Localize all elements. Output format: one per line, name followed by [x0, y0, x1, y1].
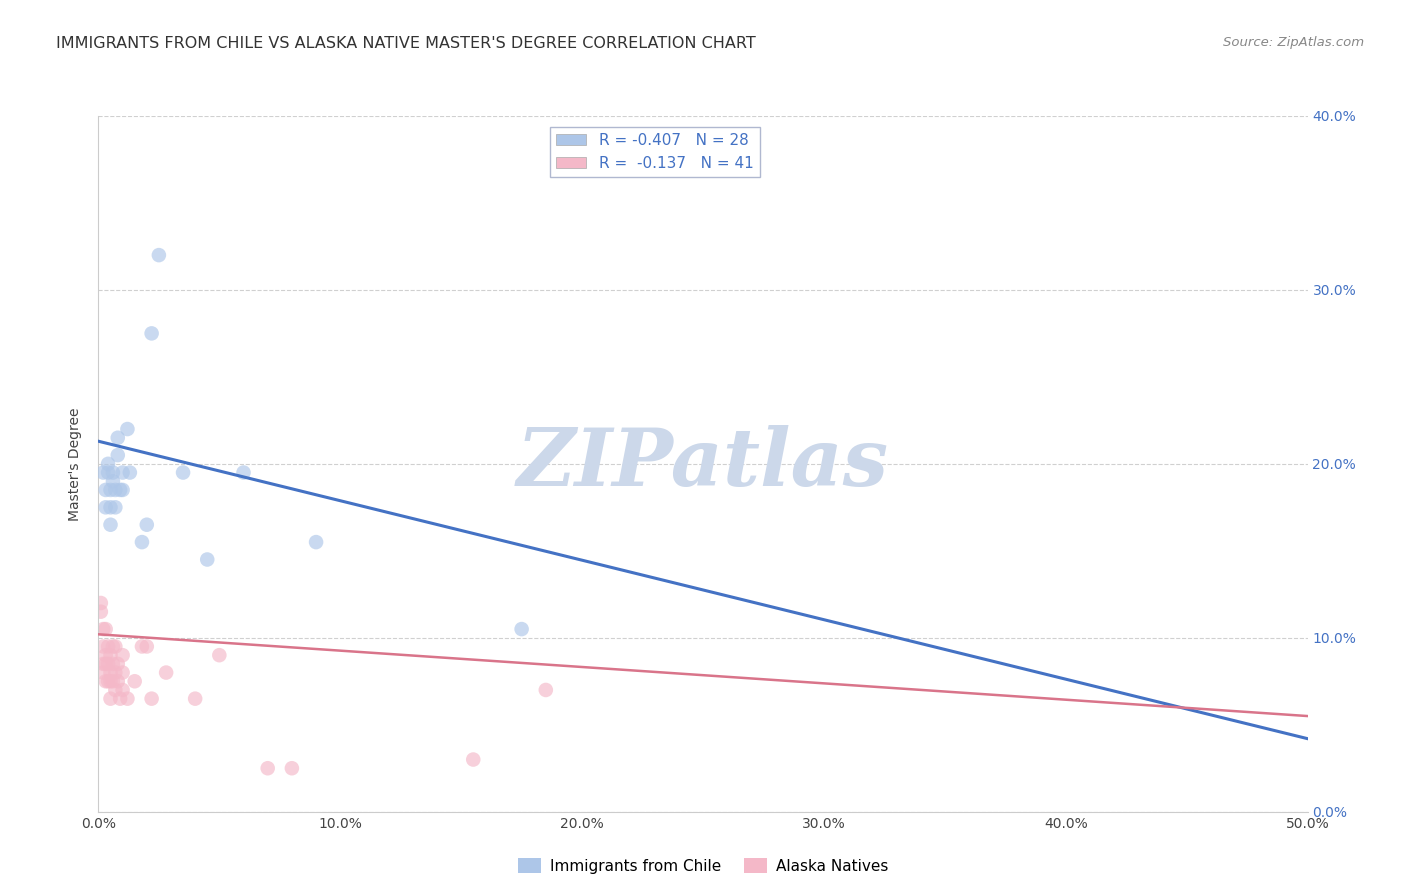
Point [111, 466, 134, 480]
Point [208, 648, 231, 662]
Point [107, 657, 129, 671]
Point [91, 466, 114, 480]
Point [111, 665, 134, 680]
Point [117, 422, 139, 436]
Point [281, 761, 304, 775]
Point [104, 683, 127, 698]
Point [97, 657, 120, 671]
Point [108, 483, 131, 497]
Point [141, 326, 163, 341]
Point [104, 665, 127, 680]
Text: ZIPatlas: ZIPatlas [517, 425, 889, 502]
Point [117, 691, 139, 706]
Point [184, 691, 207, 706]
Point [155, 665, 177, 680]
Point [91, 657, 114, 671]
Point [97, 674, 120, 689]
Point [135, 517, 157, 532]
Point [118, 466, 141, 480]
Point [90, 596, 112, 610]
Point [256, 761, 278, 775]
Point [101, 474, 124, 488]
Point [534, 683, 557, 698]
Point [91, 622, 114, 636]
Legend: R = -0.407   N = 28, R =  -0.137   N = 41: R = -0.407 N = 28, R = -0.137 N = 41 [550, 127, 759, 177]
Point [94, 500, 117, 515]
Point [108, 691, 131, 706]
Point [232, 466, 254, 480]
Point [104, 640, 127, 654]
Text: IMMIGRANTS FROM CHILE VS ALASKA NATIVE MASTER'S DEGREE CORRELATION CHART: IMMIGRANTS FROM CHILE VS ALASKA NATIVE M… [56, 36, 756, 51]
Point [97, 466, 120, 480]
Text: Source: ZipAtlas.com: Source: ZipAtlas.com [1223, 36, 1364, 49]
Point [131, 535, 153, 549]
Point [101, 657, 124, 671]
Point [100, 648, 122, 662]
Point [91, 640, 114, 654]
Point [111, 683, 134, 698]
Point [111, 648, 134, 662]
Y-axis label: Master's Degree: Master's Degree [69, 407, 83, 521]
Legend: Immigrants from Chile, Alaska Natives: Immigrants from Chile, Alaska Natives [512, 852, 894, 880]
Point [463, 753, 485, 767]
Point [100, 483, 122, 497]
Point [172, 466, 194, 480]
Point [100, 691, 122, 706]
Point [135, 640, 157, 654]
Point [195, 552, 218, 566]
Point [94, 674, 117, 689]
Point [100, 517, 122, 532]
Point [131, 640, 153, 654]
Point [100, 665, 122, 680]
Point [104, 500, 127, 515]
Point [94, 657, 117, 671]
Point [100, 674, 122, 689]
Point [141, 691, 163, 706]
Point [101, 466, 124, 480]
Point [111, 483, 134, 497]
Point [148, 248, 170, 262]
Point [124, 674, 146, 689]
Point [107, 674, 129, 689]
Point [101, 674, 124, 689]
Point [91, 665, 114, 680]
Point [94, 622, 117, 636]
Point [510, 622, 533, 636]
Point [107, 431, 129, 445]
Point [97, 640, 120, 654]
Point [107, 448, 129, 462]
Point [90, 605, 112, 619]
Point [104, 483, 127, 497]
Point [97, 457, 120, 471]
Point [94, 648, 117, 662]
Point [305, 535, 328, 549]
Point [100, 500, 122, 515]
Point [101, 640, 124, 654]
Point [94, 483, 117, 497]
